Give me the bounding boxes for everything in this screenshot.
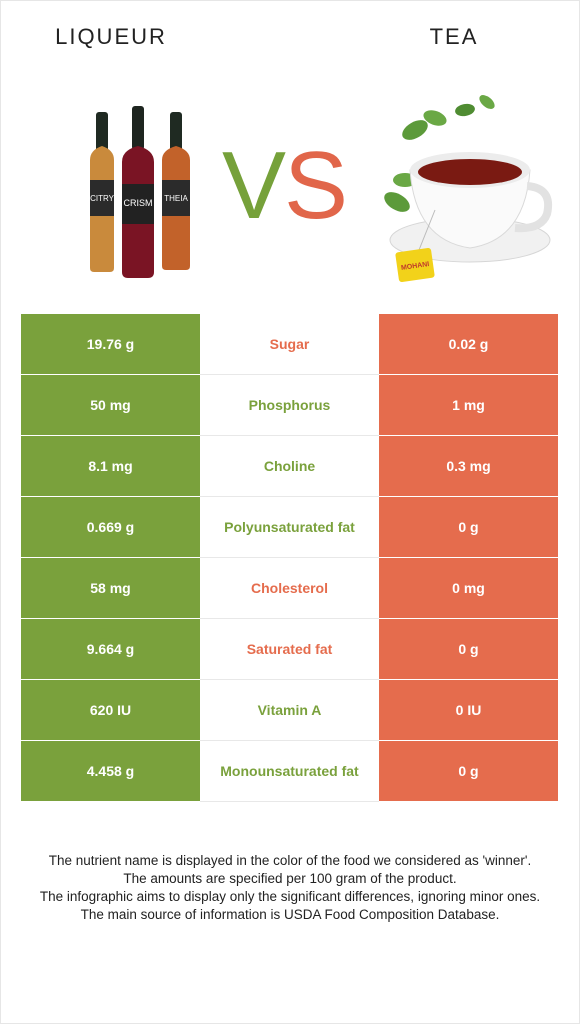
bottle-label-crism: CRISM [124,198,153,208]
tea-value: 0 g [379,496,558,558]
comparison-row: 19.76 g Sugar 0.02 g [21,314,558,375]
right-food-title: TEA [429,24,479,49]
tea-value: 0 g [379,618,558,680]
liqueur-value: 0.669 g [21,496,200,558]
footer-line-source: The main source of information is USDA F… [80,907,500,922]
liqueur-value: 50 mg [21,374,200,436]
nutrient-name: Cholesterol [200,557,379,619]
footer-line-amounts: The amounts are specified per 100 gram o… [123,871,457,886]
footer-line-winner: The nutrient name is displayed in the co… [48,853,532,868]
comparison-row: 58 mg Cholesterol 0 mg [21,557,558,619]
tea-bag-label: MOHANI [401,261,430,272]
comparison-row: 50 mg Phosphorus 1 mg [21,374,558,436]
nutrient-name: Saturated fat [200,618,379,680]
nutrient-name: Choline [200,435,379,497]
liqueur-value: 58 mg [21,557,200,619]
nutrient-name: Monounsaturated fat [200,740,379,802]
bottle-label-theia: THEIA [164,194,188,203]
comparison-row: 4.458 g Monounsaturated fat 0 g [21,740,558,802]
nutrient-name: Sugar [200,314,379,375]
comparison-row: 8.1 mg Choline 0.3 mg [21,435,558,497]
footer-notes: The nutrient name is displayed in the co… [20,852,560,924]
tea-value: 1 mg [379,374,558,436]
liqueur-value: 4.458 g [21,740,200,802]
tea-value: 0.3 mg [379,435,558,497]
nutrient-name: Vitamin A [200,679,379,741]
liqueur-value: 8.1 mg [21,435,200,497]
footer-line-aim: The infographic aims to display only the… [39,889,541,904]
bottle-label-citry: CITRY [90,194,115,203]
nutrient-name: Phosphorus [200,374,379,436]
tea-value: 0 mg [379,557,558,619]
tea-value: 0 IU [379,679,558,741]
left-food-title: LIQUEUR [55,24,167,49]
liqueur-value: 620 IU [21,679,200,741]
vs-label: VS [222,132,348,239]
liqueur-value: 19.76 g [21,314,200,375]
liqueur-bottles-image: CITRY CRISM THEIA [80,100,200,280]
comparison-table: 19.76 g Sugar 0.02 g 50 mg Phosphorus 1 mg 8.1… [21,314,558,802]
liqueur-value: 9.664 g [21,618,200,680]
nutrient-name: Polyunsaturated fat [200,496,379,558]
comparison-row: 9.664 g Saturated fat 0 g [21,618,558,680]
tea-value: 0.02 g [379,314,558,375]
tea-cup-image: MOHANI [375,90,555,290]
comparison-row: 0.669 g Polyunsaturated fat 0 g [21,496,558,558]
tea-value: 0 g [379,740,558,802]
